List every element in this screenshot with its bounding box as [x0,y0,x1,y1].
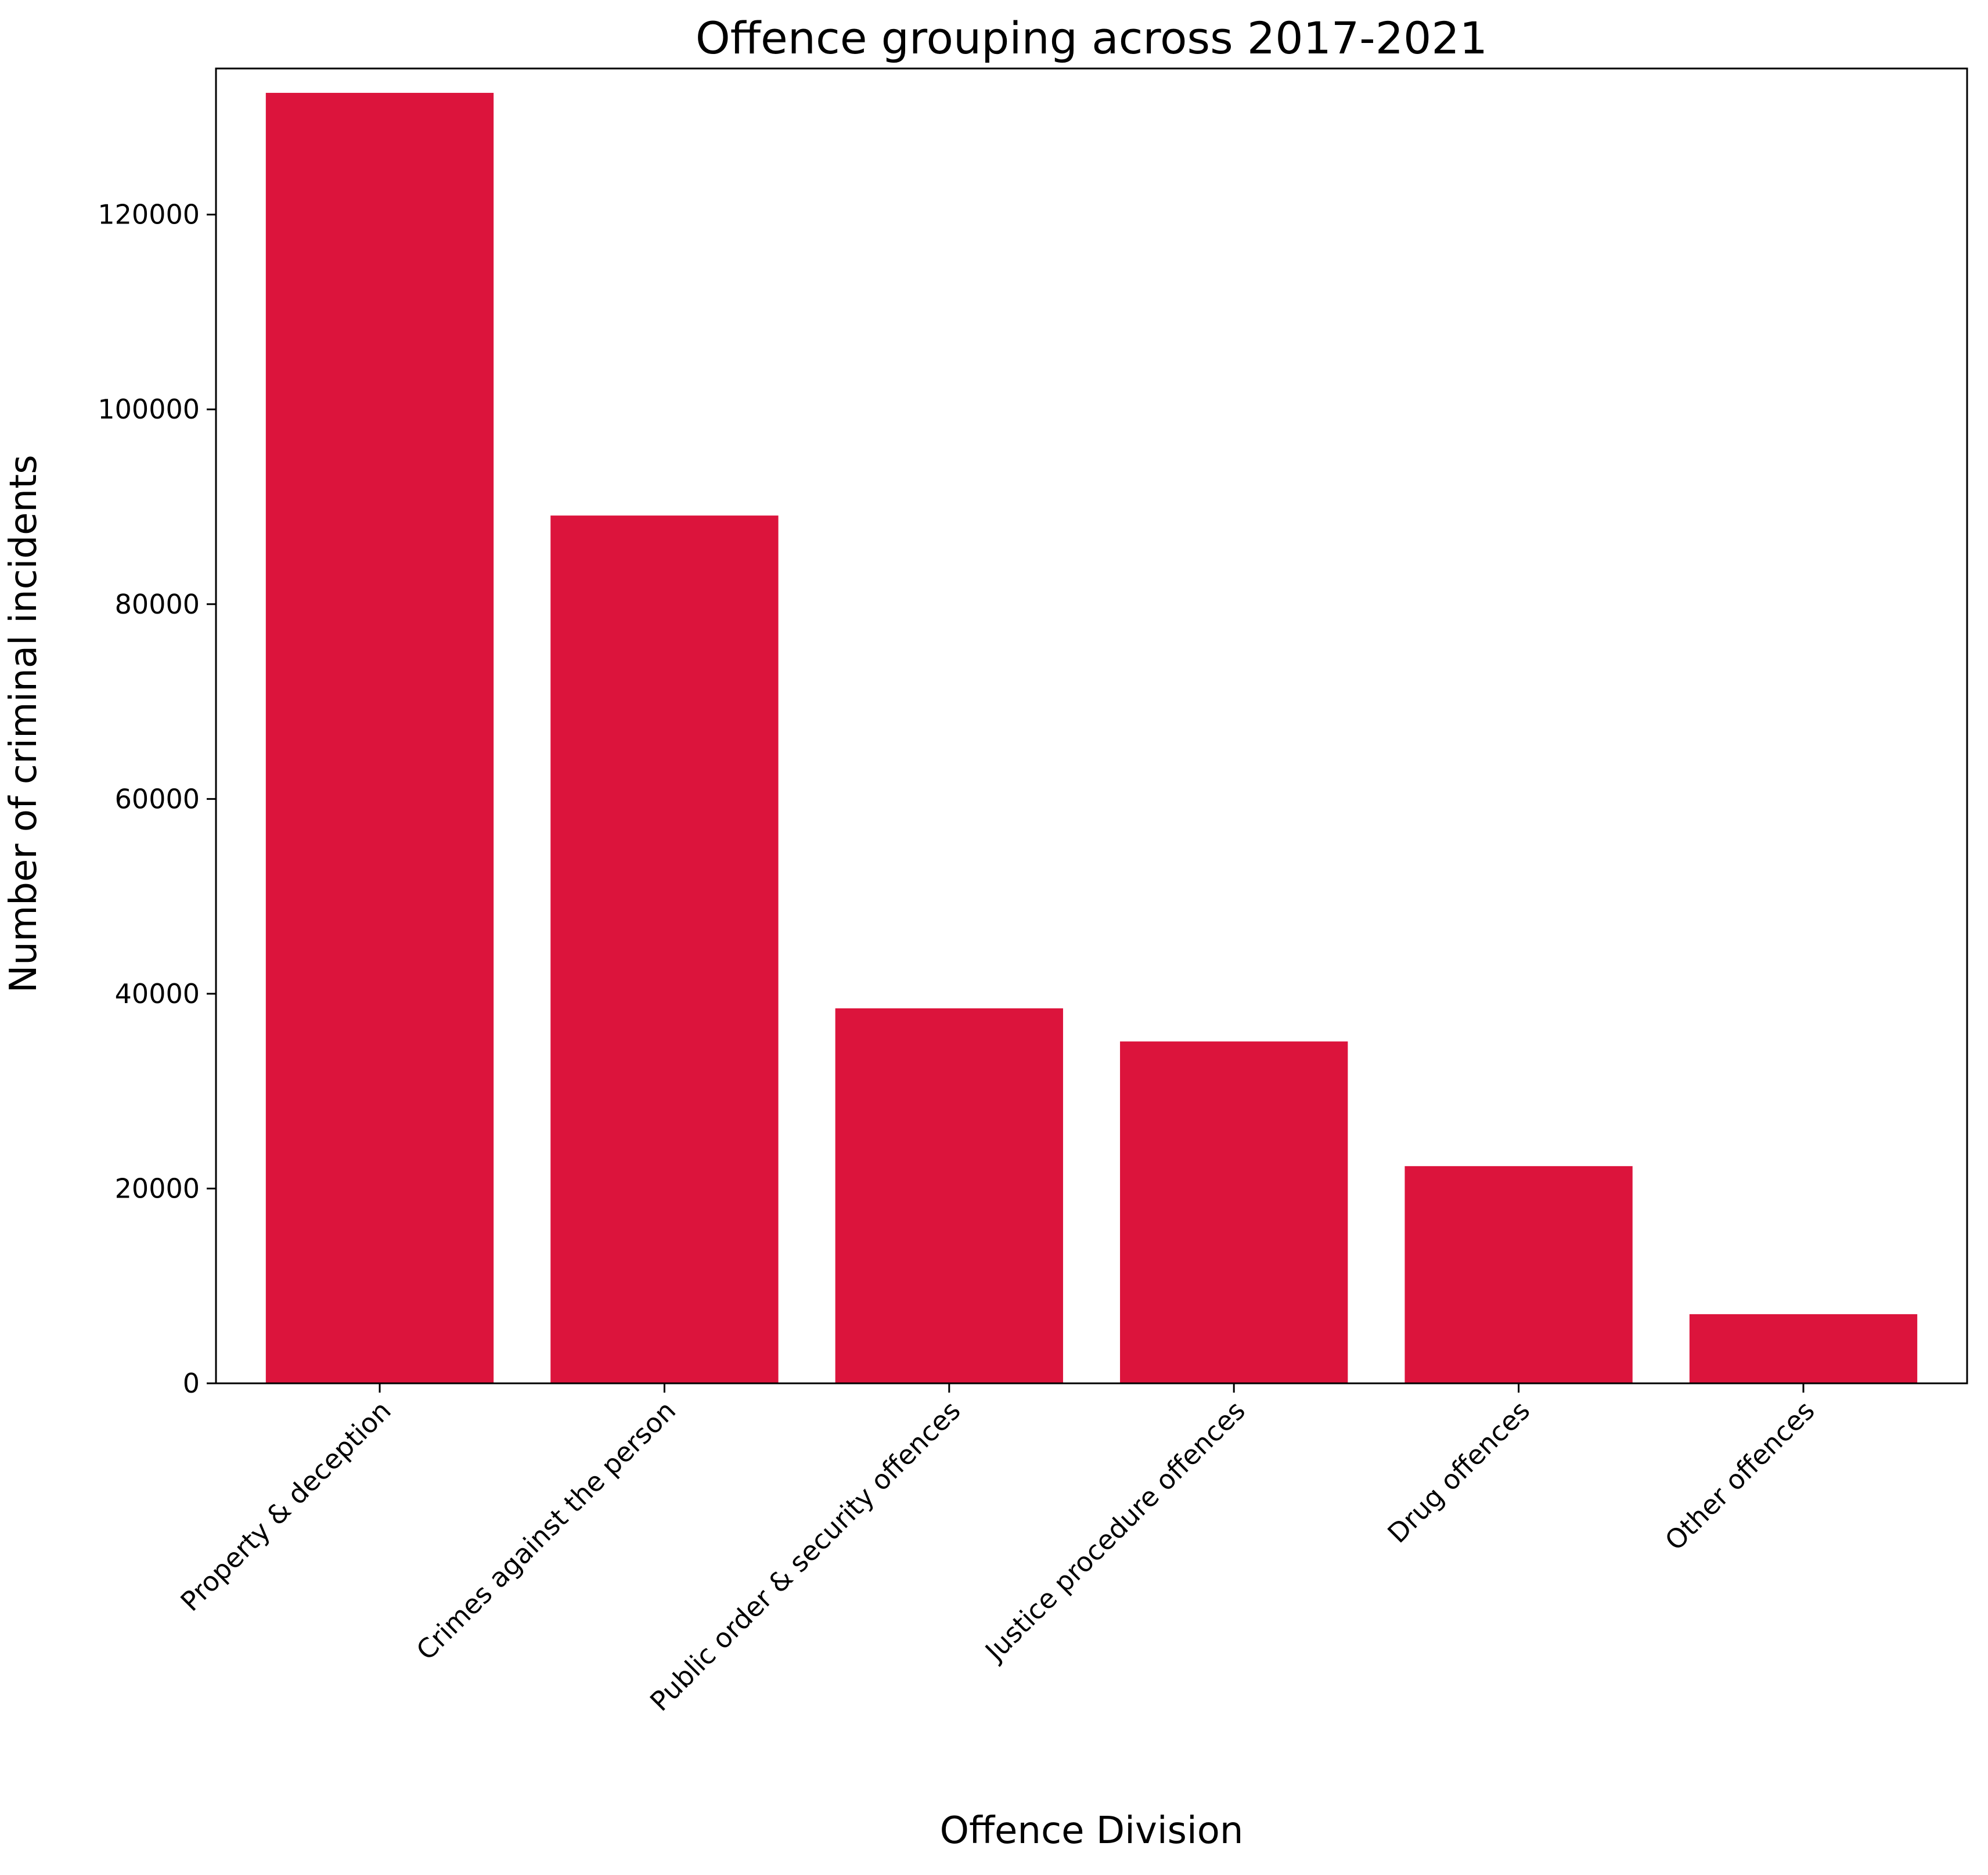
y-axis: 0 20000 40000 60000 80000 100000 120000 [98,199,216,1399]
bar-4 [1120,1041,1348,1383]
x-tick-label: Drug offences [1381,1395,1536,1549]
bar-1 [265,92,494,1384]
x-tick-label: Justice procedure offences [978,1395,1251,1668]
y-tick-label: 80000 [115,589,200,620]
bar-6 [1689,1314,1918,1383]
x-axis: Property & deception Crimes against the p… [174,1383,1821,1718]
y-tick-label: 20000 [115,1173,200,1204]
bar-5 [1404,1166,1633,1383]
plot-frame [215,67,1968,1384]
y-tick-label: 100000 [98,394,200,425]
y-tick-label: 120000 [98,199,200,230]
bar-2 [550,515,779,1383]
x-tick-label: Public order & security offences [644,1395,967,1718]
x-tick-label: Other offences [1659,1395,1821,1557]
bar-3 [835,1008,1063,1383]
x-tick-label: Property & deception [174,1395,397,1617]
y-tick-label: 60000 [115,783,200,814]
chart-title: Offence grouping across 2017-2021 [696,12,1488,64]
x-tick-label: Crimes against the person [410,1395,682,1667]
y-tick-label: 0 [183,1368,200,1399]
x-axis-title: Offence Division [940,1809,1244,1852]
bars-group [265,92,1918,1384]
y-axis-title: Number of criminal incidents [2,455,45,993]
y-tick-label: 40000 [115,978,200,1009]
